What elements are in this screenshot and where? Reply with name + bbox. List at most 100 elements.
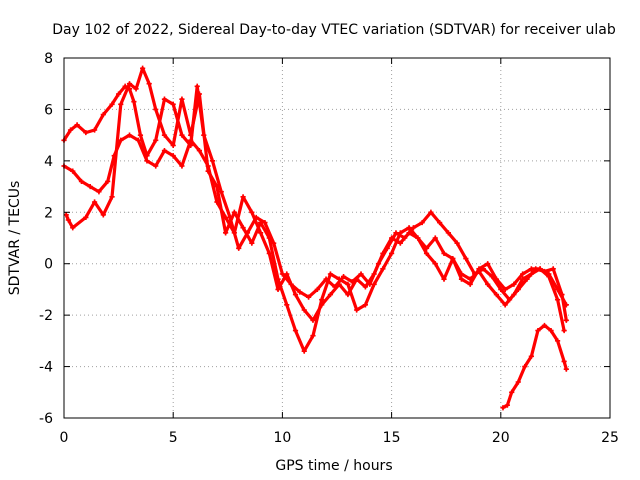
data-point xyxy=(554,286,561,293)
data-point xyxy=(144,158,150,164)
data-point xyxy=(546,271,552,277)
data-point xyxy=(345,281,351,287)
data-point xyxy=(161,96,168,102)
data-point xyxy=(292,291,299,298)
data-point xyxy=(78,178,85,185)
data-point xyxy=(485,261,491,267)
data-point xyxy=(380,266,386,272)
data-point xyxy=(275,286,281,293)
data-point xyxy=(126,81,133,87)
data-point xyxy=(179,163,185,169)
data-point xyxy=(65,217,71,223)
data-point xyxy=(194,83,200,89)
data-point xyxy=(301,348,307,354)
data-point xyxy=(284,302,290,308)
x-tick-label: 5 xyxy=(169,430,178,446)
data-point xyxy=(133,86,139,92)
data-point xyxy=(354,276,360,282)
data-point xyxy=(100,111,106,118)
data-point xyxy=(371,271,377,277)
data-point xyxy=(563,366,569,372)
data-point xyxy=(561,358,567,365)
data-point xyxy=(161,147,168,154)
grid xyxy=(64,58,610,418)
data-point xyxy=(179,96,185,102)
data-point xyxy=(423,250,430,257)
data-point xyxy=(509,389,515,395)
ticks xyxy=(63,57,611,419)
data-point xyxy=(70,168,76,174)
data-point xyxy=(209,158,216,164)
data-point xyxy=(196,91,203,97)
data-point xyxy=(550,266,556,272)
data-point xyxy=(354,307,360,313)
plot-frame xyxy=(63,57,611,419)
data-point xyxy=(345,291,351,298)
data-point xyxy=(83,214,89,221)
data-point xyxy=(520,276,526,282)
data-point xyxy=(371,281,377,287)
series-line xyxy=(64,66,568,353)
x-tick-label: 10 xyxy=(273,430,291,446)
data-point xyxy=(131,99,137,105)
data-point xyxy=(257,219,264,226)
data-point xyxy=(170,153,176,159)
data-point xyxy=(170,142,176,149)
data-point xyxy=(432,261,438,267)
data-point xyxy=(389,235,395,241)
data-point xyxy=(231,230,237,236)
data-point xyxy=(135,137,141,143)
data-point xyxy=(240,194,246,200)
data-point xyxy=(188,137,194,143)
data-point xyxy=(83,129,89,136)
data-point xyxy=(454,240,460,246)
data-point xyxy=(493,291,500,298)
series-line xyxy=(62,133,566,333)
series-track-d xyxy=(500,322,569,411)
data-point xyxy=(118,101,124,107)
data-point xyxy=(500,405,506,411)
series-line xyxy=(62,84,568,322)
x-tick-label: 15 xyxy=(383,430,401,446)
data-point xyxy=(362,302,368,308)
data-point xyxy=(393,230,399,236)
data-point xyxy=(537,266,543,272)
data-point xyxy=(153,137,159,143)
data-point xyxy=(458,276,465,282)
x-tick-label: 0 xyxy=(60,430,69,446)
data-point xyxy=(91,199,98,205)
data-point xyxy=(511,281,517,287)
data-point xyxy=(126,132,133,138)
data-point xyxy=(70,225,76,231)
data-point xyxy=(528,353,534,359)
data-point xyxy=(319,297,325,303)
data-point xyxy=(441,276,447,282)
chart-title: Day 102 of 2022, Sidereal Day-to-day VTE… xyxy=(52,22,616,38)
data-point xyxy=(170,101,176,107)
data-point xyxy=(279,271,285,277)
data-point xyxy=(327,291,334,298)
data-point xyxy=(504,402,510,408)
data-point xyxy=(463,255,469,262)
y-tick-label: 0 xyxy=(44,257,53,273)
data-point xyxy=(100,212,106,218)
data-point xyxy=(205,168,211,174)
data-point xyxy=(428,209,434,215)
data-point xyxy=(397,230,403,236)
data-point xyxy=(450,255,456,262)
data-point xyxy=(511,291,517,298)
data-point xyxy=(236,245,242,251)
y-tick-label: -6 xyxy=(39,411,53,427)
y-tick-label: 4 xyxy=(44,154,53,170)
data-point xyxy=(522,363,528,370)
data-point xyxy=(116,91,122,97)
data-point xyxy=(432,235,438,241)
data-point xyxy=(528,266,534,272)
data-point xyxy=(301,307,307,313)
data-point xyxy=(554,297,561,303)
data-point xyxy=(249,240,255,246)
data-point xyxy=(563,317,569,323)
data-point xyxy=(336,281,342,287)
data-point xyxy=(554,338,561,344)
data-point xyxy=(406,225,412,231)
